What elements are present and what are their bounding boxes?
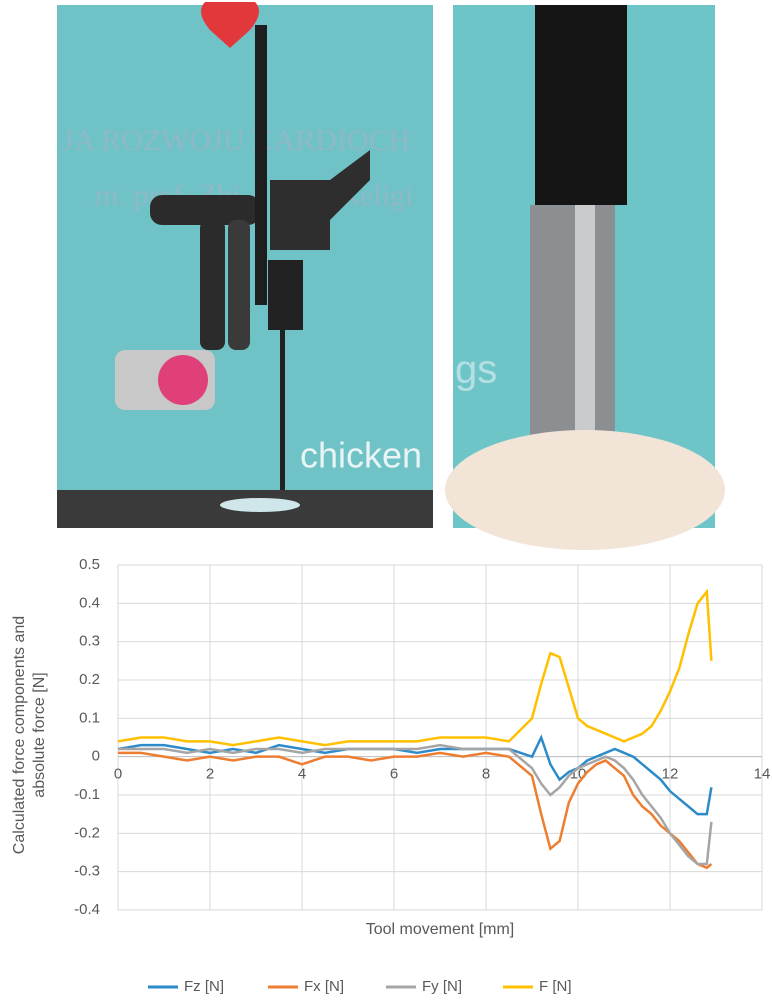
photo-text: chicken xyxy=(300,435,422,476)
needle xyxy=(280,330,285,495)
y-tick-label: 0.4 xyxy=(79,594,100,611)
x-axis-title: Tool movement [mm] xyxy=(366,921,514,938)
y-tick-label: -0.2 xyxy=(74,824,100,841)
x-tick-label: 14 xyxy=(754,766,771,783)
left-photo: JA ROZWOJU KARDIOCH m. prof. Zbi Religi … xyxy=(57,2,433,528)
y-tick-label: -0.4 xyxy=(74,901,100,918)
y-tick-label: -0.1 xyxy=(74,786,100,803)
legend-label: Fz [N] xyxy=(184,978,224,995)
robot-tool xyxy=(255,25,267,305)
series-line xyxy=(118,745,711,864)
x-tick-label: 2 xyxy=(206,766,214,783)
tissue xyxy=(445,430,725,550)
tool-holder xyxy=(268,260,303,330)
x-tick-label: 4 xyxy=(298,766,306,783)
y-tick-label: 0 xyxy=(92,748,100,765)
y-tick-label: 0.5 xyxy=(79,556,100,573)
photo-text: JA ROZWOJU KARDIOCH xyxy=(62,124,410,157)
x-tick-label: 12 xyxy=(662,766,679,783)
x-tick-label: 6 xyxy=(390,766,398,783)
dish xyxy=(220,498,300,512)
y-tick-label: 0.2 xyxy=(79,671,100,688)
legend-label: F [N] xyxy=(539,978,572,995)
instrument xyxy=(535,5,627,205)
instrument-highlight xyxy=(575,205,595,440)
page: JA ROZWOJU KARDIOCH m. prof. Zbi Religi … xyxy=(0,0,772,1003)
instrument-tip xyxy=(530,205,615,440)
robot-arm xyxy=(200,220,225,350)
series-line xyxy=(118,592,711,745)
chart: Calculated force components and absolute… xyxy=(11,616,514,938)
legend-label: Fy [N] xyxy=(422,978,462,995)
legend-label: Fx [N] xyxy=(304,978,344,995)
figure: JA ROZWOJU KARDIOCH m. prof. Zbi Religi … xyxy=(0,0,772,1003)
y-tick-label: 0.1 xyxy=(79,709,100,726)
right-photo: gs xyxy=(445,5,725,550)
y-axis-title: Calculated force components and xyxy=(11,616,28,854)
robot-joint xyxy=(158,355,208,405)
y-tick-label: -0.3 xyxy=(74,863,100,880)
y-axis-title: absolute force [N] xyxy=(31,672,48,797)
photo-text: gs xyxy=(455,348,497,392)
x-tick-label: 8 xyxy=(482,766,490,783)
y-tick-label: 0.3 xyxy=(79,633,100,650)
x-tick-label: 0 xyxy=(114,766,122,783)
robot-arm xyxy=(228,220,250,350)
